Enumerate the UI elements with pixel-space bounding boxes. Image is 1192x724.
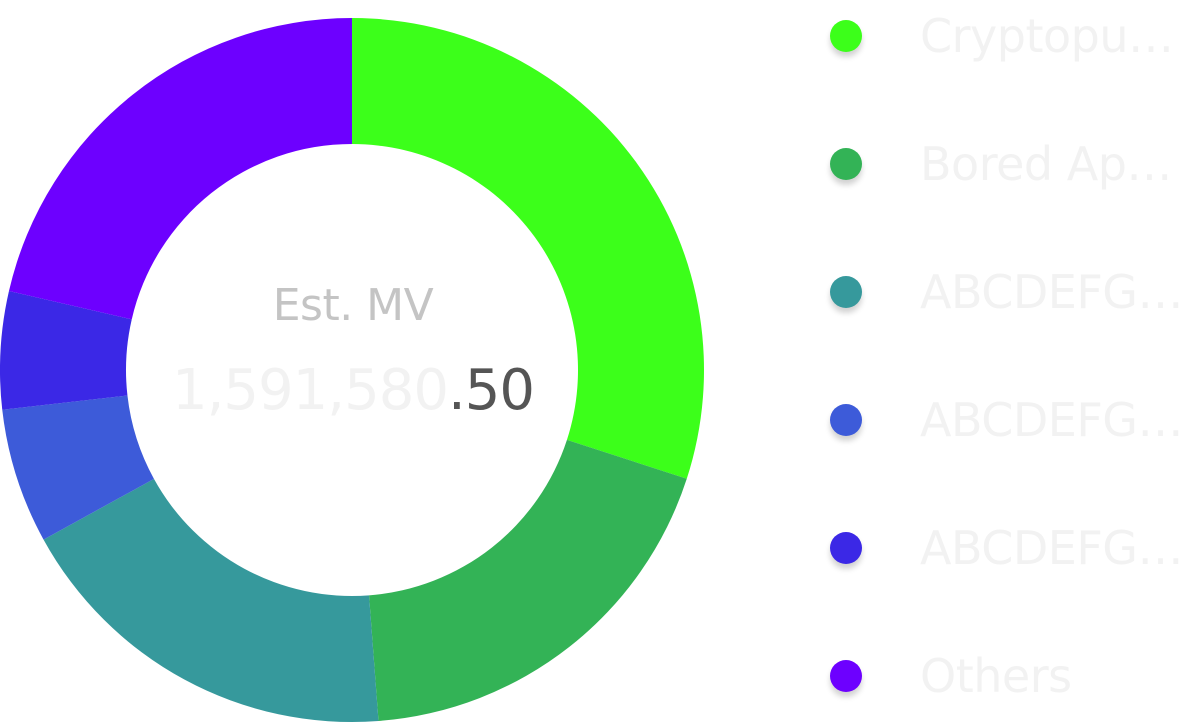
legend: Cryptopun... Bored Ape... ABCDEFGH... AB… [830, 0, 1192, 724]
legend-swatch [830, 404, 862, 436]
donut-slice-cryptopunks[interactable] [352, 18, 705, 479]
donut-slice-abcdefgh-2[interactable] [2, 395, 154, 540]
legend-swatch [830, 276, 862, 308]
legend-swatch [830, 660, 862, 692]
legend-item-abcdefgh-3[interactable]: ABCDEFGH... [830, 518, 1192, 578]
legend-swatch [830, 532, 862, 564]
legend-swatch [830, 20, 862, 52]
donut-svg [0, 18, 705, 723]
legend-item-abcdefgh-1[interactable]: ABCDEFGH... [830, 262, 1192, 322]
donut-slice-bored-ape[interactable] [369, 439, 687, 721]
center-value: 1,591,580.50 [0, 358, 706, 423]
donut-slice-abcdefgh-3[interactable] [0, 291, 132, 410]
center-label: Est. MV [272, 280, 434, 331]
legend-label: ABCDEFGH... [920, 393, 1188, 447]
legend-label: Cryptopun... [920, 9, 1188, 63]
legend-label: Bored Ape... [920, 137, 1188, 191]
donut-chart: Est. MV 1,591,580.50 [0, 18, 706, 723]
donut-slice-abcdefgh-1[interactable] [43, 478, 379, 723]
legend-label: Others [920, 649, 1072, 703]
legend-item-bored-ape[interactable]: Bored Ape... [830, 134, 1192, 194]
center-value-decimal: .50 [447, 358, 535, 423]
legend-item-others[interactable]: Others [830, 646, 1192, 706]
center-value-integer: 1,591,580 [171, 358, 449, 423]
legend-label: ABCDEFGH... [920, 265, 1188, 319]
legend-swatch [830, 148, 862, 180]
legend-item-abcdefgh-2[interactable]: ABCDEFGH... [830, 390, 1192, 450]
donut-slice-others[interactable] [8, 18, 352, 320]
legend-label: ABCDEFGH... [920, 521, 1188, 575]
legend-item-cryptopunks[interactable]: Cryptopun... [830, 6, 1192, 66]
